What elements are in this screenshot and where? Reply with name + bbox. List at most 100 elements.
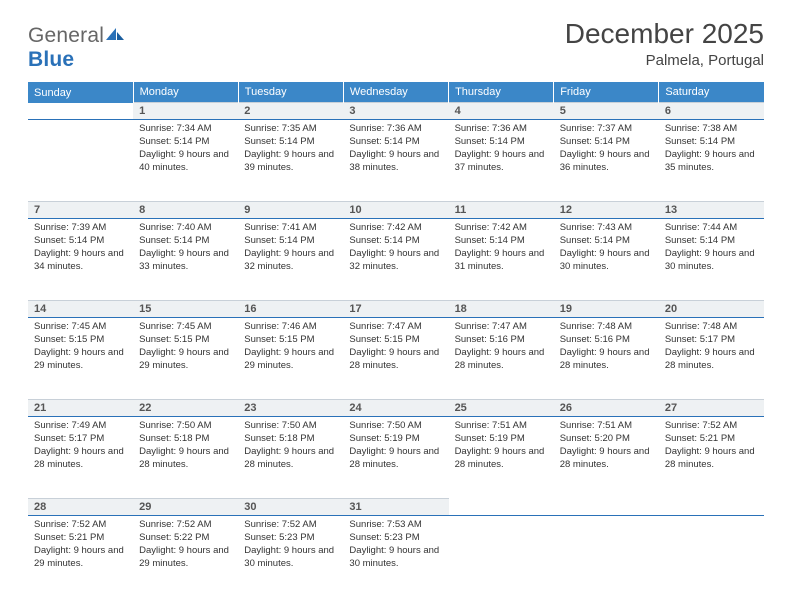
- sunrise-text: Sunrise: 7:41 AM: [244, 222, 337, 235]
- sunrise-text: Sunrise: 7:50 AM: [349, 420, 442, 433]
- sunset-text: Sunset: 5:22 PM: [139, 532, 232, 545]
- day-cell: Sunrise: 7:38 AMSunset: 5:14 PMDaylight:…: [659, 120, 764, 202]
- calendar-table: SundayMondayTuesdayWednesdayThursdayFrid…: [28, 82, 764, 598]
- daynum-cell: 7: [28, 202, 133, 219]
- daynum-cell: 13: [659, 202, 764, 219]
- daylight-text: Daylight: 9 hours and 30 minutes.: [244, 545, 337, 571]
- logo-text-blue: Blue: [28, 48, 74, 71]
- sunset-text: Sunset: 5:23 PM: [244, 532, 337, 545]
- day-number: 17: [343, 301, 448, 317]
- daylight-text: Daylight: 9 hours and 30 minutes.: [665, 248, 758, 274]
- sunrise-text: Sunrise: 7:34 AM: [139, 123, 232, 136]
- day-info: Sunrise: 7:40 AMSunset: 5:14 PMDaylight:…: [133, 219, 238, 277]
- daylight-text: Daylight: 9 hours and 36 minutes.: [560, 149, 653, 175]
- daynum-cell: 20: [659, 301, 764, 318]
- day-cell: Sunrise: 7:37 AMSunset: 5:14 PMDaylight:…: [554, 120, 659, 202]
- daylight-text: Daylight: 9 hours and 29 minutes.: [34, 545, 127, 571]
- sunrise-text: Sunrise: 7:45 AM: [34, 321, 127, 334]
- day-number: 4: [449, 103, 554, 119]
- sunset-text: Sunset: 5:14 PM: [139, 136, 232, 149]
- day-cell: Sunrise: 7:51 AMSunset: 5:20 PMDaylight:…: [554, 417, 659, 499]
- daynum-cell: 24: [343, 400, 448, 417]
- day-info: Sunrise: 7:48 AMSunset: 5:16 PMDaylight:…: [554, 318, 659, 376]
- sunrise-text: Sunrise: 7:53 AM: [349, 519, 442, 532]
- sunset-text: Sunset: 5:16 PM: [560, 334, 653, 347]
- daylight-text: Daylight: 9 hours and 30 minutes.: [560, 248, 653, 274]
- sunrise-text: Sunrise: 7:52 AM: [34, 519, 127, 532]
- sunset-text: Sunset: 5:14 PM: [34, 235, 127, 248]
- daynum-cell: 15: [133, 301, 238, 318]
- sunrise-text: Sunrise: 7:46 AM: [244, 321, 337, 334]
- daylight-text: Daylight: 9 hours and 29 minutes.: [139, 545, 232, 571]
- day-number: 25: [449, 400, 554, 416]
- day-cell: Sunrise: 7:40 AMSunset: 5:14 PMDaylight:…: [133, 219, 238, 301]
- sunset-text: Sunset: 5:17 PM: [34, 433, 127, 446]
- day-info: Sunrise: 7:34 AMSunset: 5:14 PMDaylight:…: [133, 120, 238, 178]
- day-cell: Sunrise: 7:50 AMSunset: 5:18 PMDaylight:…: [238, 417, 343, 499]
- day-cell: Sunrise: 7:52 AMSunset: 5:22 PMDaylight:…: [133, 516, 238, 598]
- sunset-text: Sunset: 5:20 PM: [560, 433, 653, 446]
- empty-daynum: [449, 499, 554, 516]
- sunrise-text: Sunrise: 7:35 AM: [244, 123, 337, 136]
- day-info: Sunrise: 7:45 AMSunset: 5:15 PMDaylight:…: [28, 318, 133, 376]
- daynum-row: 28293031: [28, 499, 764, 516]
- sunset-text: Sunset: 5:21 PM: [34, 532, 127, 545]
- day-cell: Sunrise: 7:39 AMSunset: 5:14 PMDaylight:…: [28, 219, 133, 301]
- daynum-cell: 12: [554, 202, 659, 219]
- calendar-body: 123456Sunrise: 7:34 AMSunset: 5:14 PMDay…: [28, 103, 764, 598]
- sunrise-text: Sunrise: 7:37 AM: [560, 123, 653, 136]
- calendar-head: SundayMondayTuesdayWednesdayThursdayFrid…: [28, 82, 764, 103]
- logo-sail-icon: [106, 24, 124, 48]
- daynum-cell: 28: [28, 499, 133, 516]
- sunrise-text: Sunrise: 7:47 AM: [455, 321, 548, 334]
- day-info: Sunrise: 7:50 AMSunset: 5:19 PMDaylight:…: [343, 417, 448, 475]
- sunrise-text: Sunrise: 7:48 AM: [665, 321, 758, 334]
- day-cell: Sunrise: 7:50 AMSunset: 5:18 PMDaylight:…: [133, 417, 238, 499]
- day-number: 27: [659, 400, 764, 416]
- day-cell: Sunrise: 7:41 AMSunset: 5:14 PMDaylight:…: [238, 219, 343, 301]
- day-number: 19: [554, 301, 659, 317]
- daynum-cell: 22: [133, 400, 238, 417]
- day-info: Sunrise: 7:42 AMSunset: 5:14 PMDaylight:…: [449, 219, 554, 277]
- content-row: Sunrise: 7:52 AMSunset: 5:21 PMDaylight:…: [28, 516, 764, 598]
- day-cell: Sunrise: 7:44 AMSunset: 5:14 PMDaylight:…: [659, 219, 764, 301]
- weekday-header: Tuesday: [238, 82, 343, 103]
- day-cell: Sunrise: 7:47 AMSunset: 5:15 PMDaylight:…: [343, 318, 448, 400]
- daynum-cell: 8: [133, 202, 238, 219]
- day-info: Sunrise: 7:50 AMSunset: 5:18 PMDaylight:…: [133, 417, 238, 475]
- sunset-text: Sunset: 5:15 PM: [139, 334, 232, 347]
- day-info: Sunrise: 7:43 AMSunset: 5:14 PMDaylight:…: [554, 219, 659, 277]
- sunset-text: Sunset: 5:19 PM: [349, 433, 442, 446]
- daylight-text: Daylight: 9 hours and 28 minutes.: [349, 347, 442, 373]
- weekday-header: Monday: [133, 82, 238, 103]
- day-info: Sunrise: 7:50 AMSunset: 5:18 PMDaylight:…: [238, 417, 343, 475]
- day-cell: Sunrise: 7:36 AMSunset: 5:14 PMDaylight:…: [449, 120, 554, 202]
- sunrise-text: Sunrise: 7:47 AM: [349, 321, 442, 334]
- daylight-text: Daylight: 9 hours and 34 minutes.: [34, 248, 127, 274]
- daylight-text: Daylight: 9 hours and 28 minutes.: [560, 347, 653, 373]
- daylight-text: Daylight: 9 hours and 28 minutes.: [560, 446, 653, 472]
- daynum-cell: 18: [449, 301, 554, 318]
- day-info: Sunrise: 7:47 AMSunset: 5:16 PMDaylight:…: [449, 318, 554, 376]
- day-info: Sunrise: 7:38 AMSunset: 5:14 PMDaylight:…: [659, 120, 764, 178]
- sunset-text: Sunset: 5:14 PM: [560, 136, 653, 149]
- day-number: 24: [343, 400, 448, 416]
- daylight-text: Daylight: 9 hours and 28 minutes.: [244, 446, 337, 472]
- weekday-header: Wednesday: [343, 82, 448, 103]
- daylight-text: Daylight: 9 hours and 28 minutes.: [139, 446, 232, 472]
- day-number: 8: [133, 202, 238, 218]
- daynum-cell: 2: [238, 103, 343, 120]
- day-info: Sunrise: 7:52 AMSunset: 5:21 PMDaylight:…: [28, 516, 133, 574]
- content-row: Sunrise: 7:45 AM Sunset: 5:15 PM Daylight:…: [28, 318, 764, 400]
- day-info: Sunrise: 7:39 AMSunset: 5:14 PMDaylight:…: [28, 219, 133, 277]
- day-number: 2: [238, 103, 343, 119]
- daylight-text: Daylight: 9 hours and 28 minutes.: [455, 446, 548, 472]
- day-info: Sunrise: 7:52 AMSunset: 5:23 PMDaylight:…: [238, 516, 343, 574]
- day-number: 31: [343, 499, 448, 515]
- day-cell: Sunrise: 7:51 AMSunset: 5:19 PMDaylight:…: [449, 417, 554, 499]
- day-info: Sunrise: 7:41 AMSunset: 5:14 PMDaylight:…: [238, 219, 343, 277]
- logo-text: GeneralBlue: [28, 24, 124, 72]
- empty-daynum: [659, 499, 764, 516]
- day-number: 28: [28, 499, 133, 515]
- day-number: 23: [238, 400, 343, 416]
